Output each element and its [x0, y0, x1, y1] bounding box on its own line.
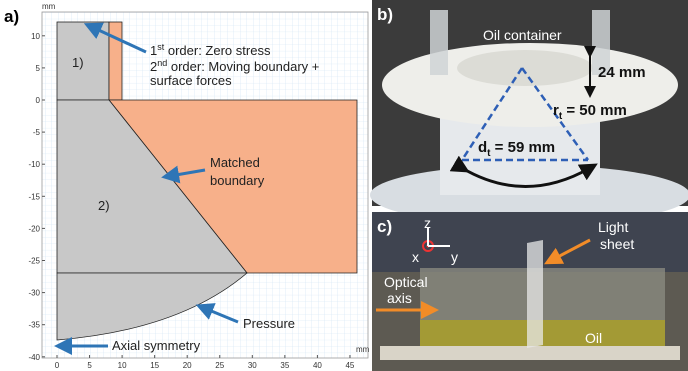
y-tick-label: -10 [28, 160, 40, 169]
y-tick-label: 0 [36, 96, 41, 105]
panel-label: a) [4, 7, 19, 26]
x-tick-label: 0 [55, 361, 60, 370]
annotation: 2nd order: Moving boundary + [150, 58, 319, 74]
base [380, 346, 680, 360]
wall [430, 10, 448, 75]
panel-label: c) [377, 217, 392, 236]
region-label: 1) [72, 55, 84, 70]
panel-a: a) mm mm 1) 2) 1st order: Zero stress 2n… [4, 2, 370, 370]
y-tick-label: -15 [28, 192, 40, 201]
panel-c: c) z x y Light sheet Optical axis Oil [372, 212, 688, 371]
y-tick-label: 10 [31, 32, 40, 41]
x-tick-label: 15 [150, 361, 159, 370]
unit: mm [42, 2, 56, 11]
annotation: Oil container [483, 27, 562, 43]
x-tick-label: 45 [345, 361, 354, 370]
annotation: Pressure [243, 316, 295, 331]
y-tick-label: -20 [28, 224, 40, 233]
annotation: axis [387, 290, 412, 306]
annotation: Axial symmetry [112, 338, 201, 353]
annotation: 1st order: Zero stress [150, 42, 271, 58]
x-tick-label: 25 [215, 361, 224, 370]
figure: a) mm mm 1) 2) 1st order: Zero stress 2n… [0, 0, 688, 371]
annotation: Oil [585, 330, 602, 346]
panel-label: b) [377, 5, 393, 24]
annotation: surface forces [150, 73, 232, 88]
light-sheet [527, 240, 543, 348]
y-tick-label: -5 [33, 128, 41, 137]
strip [109, 22, 122, 100]
axis-label: x [412, 249, 419, 265]
panel-b: b) Oil container 24 mm rt = 50 mm dt = 5… [370, 0, 688, 225]
y-tick-label: -35 [28, 321, 40, 330]
unit: mm [356, 345, 370, 354]
y-tick-label: -40 [28, 353, 40, 362]
y-tick-label: -30 [28, 289, 40, 298]
axis-label: z [424, 215, 431, 231]
annotation: 24 mm [598, 64, 646, 81]
annotation: sheet [600, 236, 634, 252]
x-tick-label: 40 [313, 361, 322, 370]
well [457, 50, 593, 86]
x-tick-label: 20 [183, 361, 192, 370]
annotation: Light [598, 219, 628, 235]
y-tick-label: -25 [28, 257, 40, 266]
x-tick-label: 35 [280, 361, 289, 370]
axis-label: y [451, 249, 458, 265]
x-tick-label: 30 [248, 361, 257, 370]
annotation: Matched [210, 155, 260, 170]
region-label: 2) [98, 198, 110, 213]
x-tick-label: 10 [118, 361, 127, 370]
y-tick-label: 5 [36, 64, 41, 73]
annotation: Optical [384, 274, 428, 290]
x-tick-label: 5 [87, 361, 92, 370]
annotation: boundary [210, 173, 265, 188]
